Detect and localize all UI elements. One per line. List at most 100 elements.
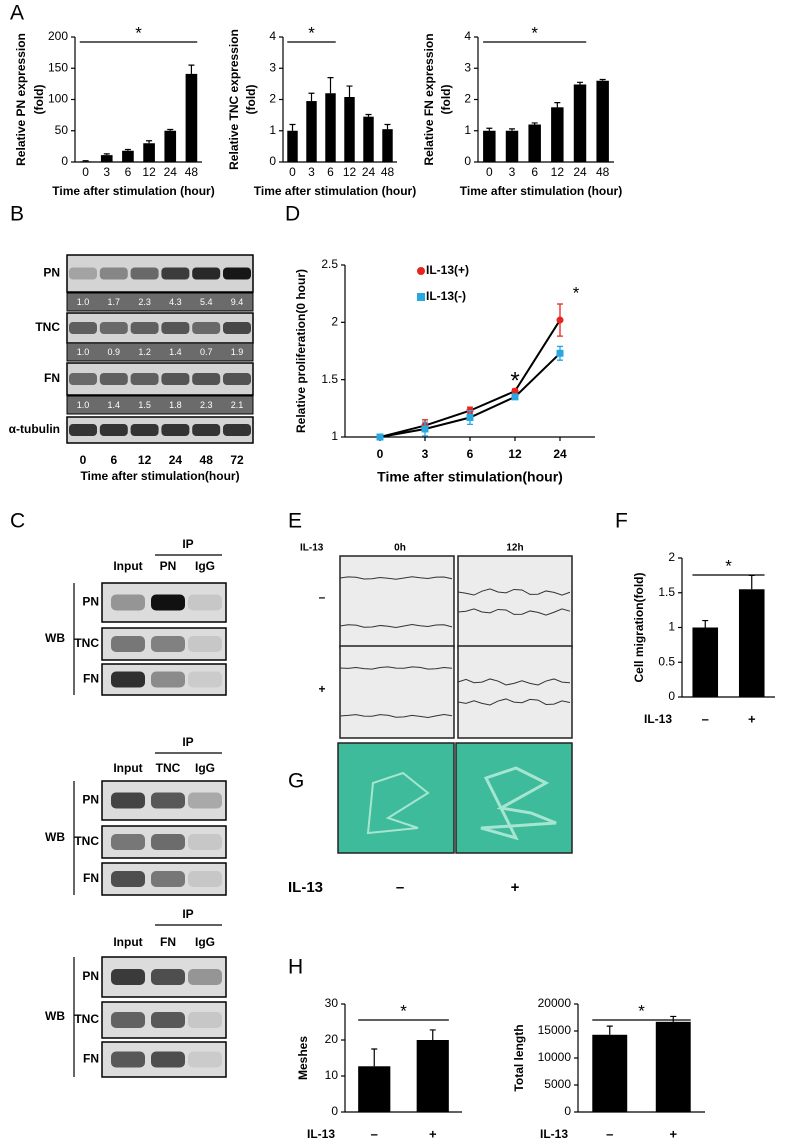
y-tick-label: 150 <box>48 60 68 74</box>
y-axis-label: (fold) <box>244 85 258 115</box>
y-tick-label: 20000 <box>538 996 572 1010</box>
x-tick-label: 3 <box>308 165 315 179</box>
bar <box>143 143 155 162</box>
x-tick-label: 3 <box>103 165 110 179</box>
y-tick-label: 2 <box>464 92 471 106</box>
y-axis-label: (fold) <box>32 85 46 115</box>
lane-label: 6 <box>110 453 117 467</box>
panel-label: F <box>615 510 628 533</box>
x-tick-label: 48 <box>381 165 395 179</box>
y-tick-label: 50 <box>55 123 69 137</box>
error-bar <box>577 81 583 85</box>
quant-value: 1.7 <box>108 297 121 307</box>
x-axis-label: Time after stimulation (hour) <box>254 184 416 198</box>
treatment-label: IL-13 <box>288 879 323 896</box>
blot-band <box>111 834 145 850</box>
wound-edge <box>339 713 453 719</box>
wb-label: WB <box>45 830 65 844</box>
point <box>421 425 429 433</box>
significance-mark: * <box>510 367 519 394</box>
blot-row-label: PN <box>82 595 99 609</box>
legend-marker <box>417 267 425 275</box>
x-tick-label: + <box>748 711 756 726</box>
blot-band <box>151 834 185 850</box>
time-label: 12h <box>506 543 523 554</box>
panel-label: B <box>10 203 24 226</box>
quant-value: 4.3 <box>169 297 182 307</box>
legend-label: IL-13(-) <box>426 289 466 303</box>
wound-edge <box>339 576 453 580</box>
y-tick-label: 1.5 <box>321 372 338 386</box>
blot-band <box>161 267 190 280</box>
error-bar <box>429 1029 436 1040</box>
blot-band <box>161 373 190 385</box>
panel-label: H <box>288 956 303 979</box>
blot-band <box>151 792 185 809</box>
error-bar <box>327 77 334 94</box>
quant-value: 1.2 <box>138 347 151 357</box>
blot-band <box>161 424 190 436</box>
wound-edge <box>457 588 571 596</box>
blot-band <box>223 322 251 334</box>
scratch-image <box>339 555 455 649</box>
x-axis-label: IL-13 <box>307 1127 335 1141</box>
scratch-image <box>457 555 573 649</box>
point <box>376 433 384 441</box>
condition-label: + <box>318 682 325 696</box>
blot-band <box>130 373 159 385</box>
blot-row-label: PN <box>82 793 99 807</box>
x-tick-label: 6 <box>327 165 334 179</box>
error-bar <box>371 1048 378 1067</box>
blot-band <box>188 671 222 688</box>
blot-strip <box>66 312 254 344</box>
quant-value: 0.9 <box>108 347 121 357</box>
y-tick-label: 1 <box>668 620 675 634</box>
blot-band <box>69 322 97 334</box>
ip-label: IP <box>182 907 193 921</box>
quant-value: 5.4 <box>200 297 213 307</box>
blot-band <box>111 871 145 887</box>
blot-row-label: TNC <box>35 320 60 334</box>
y-tick-label: 3 <box>269 60 276 74</box>
x-axis-label: IL-13 <box>644 712 672 726</box>
error-bar <box>384 123 391 130</box>
bar <box>122 150 134 162</box>
y-tick-label: 0 <box>564 1104 571 1118</box>
x-tick-label: 6 <box>125 165 132 179</box>
bar <box>573 84 587 162</box>
bar <box>592 1034 628 1112</box>
blot-band <box>151 969 185 985</box>
x-tick-label: 0 <box>289 165 296 179</box>
blot-band <box>130 267 159 280</box>
y-tick-label: 0 <box>668 689 675 703</box>
y-tick-label: 30 <box>325 996 339 1010</box>
bar <box>505 130 519 162</box>
blot-strip <box>66 362 254 396</box>
tube-network <box>480 766 557 841</box>
y-tick-label: 1 <box>464 123 471 137</box>
y-axis-label: Relative proliferation(0 hour) <box>294 269 308 433</box>
lane-label: Input <box>113 559 142 573</box>
blot-row-label: α-tubulin <box>9 422 60 436</box>
wound-edge <box>457 608 571 616</box>
treatment-label: IL-13 <box>300 543 324 554</box>
point <box>511 393 519 401</box>
quant-value: 2.3 <box>138 297 151 307</box>
blot-band <box>99 322 128 334</box>
quant-value: 1.0 <box>77 400 90 410</box>
blot-band <box>192 322 221 334</box>
quant-value: 1.8 <box>169 400 182 410</box>
lane-label: IgG <box>195 761 215 775</box>
x-axis-label: IL-13 <box>540 1127 568 1141</box>
lane-label: 48 <box>200 453 214 467</box>
y-axis-label: Meshes <box>296 1036 310 1080</box>
blot-band <box>111 969 145 985</box>
y-tick-label: 2.5 <box>321 257 338 271</box>
x-axis-label: Time after stimulation(hour) <box>80 469 239 483</box>
y-tick-label: 15000 <box>538 1023 572 1037</box>
x-tick-label: 12 <box>343 165 357 179</box>
blot-band <box>223 424 251 436</box>
y-axis-label: Total length <box>512 1024 526 1091</box>
lane-label: 72 <box>230 453 244 467</box>
x-tick-label: 48 <box>185 165 199 179</box>
